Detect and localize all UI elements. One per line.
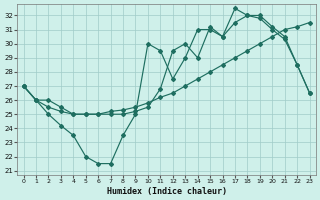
X-axis label: Humidex (Indice chaleur): Humidex (Indice chaleur) [107,187,227,196]
